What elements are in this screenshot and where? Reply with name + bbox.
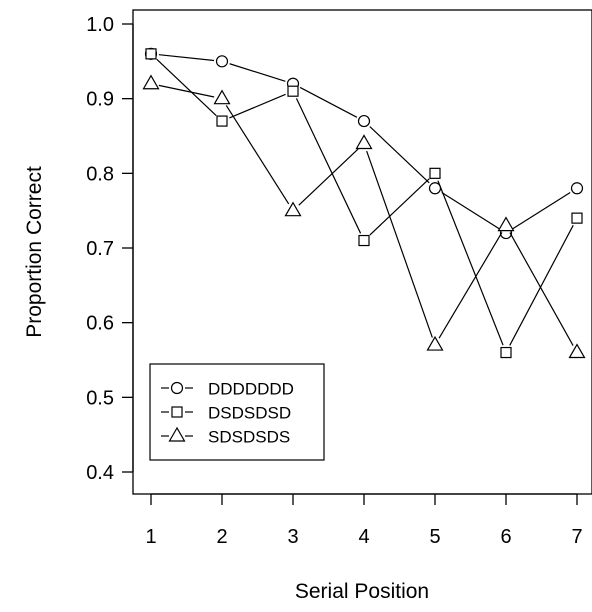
legend-marker	[168, 426, 186, 442]
y-tick-label: 0.7	[86, 238, 114, 260]
series-line-segment	[298, 148, 359, 206]
y-tick-label: 0.4	[86, 462, 114, 484]
data-point	[284, 201, 302, 217]
series-line-segment	[229, 93, 286, 119]
data-point	[216, 115, 228, 127]
legend: DDDDDDD DSDSDSD SDSDSDS	[149, 363, 325, 461]
x-tick-label: 4	[358, 526, 369, 548]
series-line-segment	[509, 232, 574, 346]
series-line-segment	[369, 178, 430, 236]
series-line-segment	[509, 224, 574, 346]
series-line-segment	[295, 98, 362, 234]
series-line-segment	[158, 84, 215, 98]
data-point	[213, 89, 231, 105]
x-tick-label: 2	[216, 526, 227, 548]
x-tick-label: 3	[287, 526, 298, 548]
legend-item-ddddddd: DDDDDDD	[161, 380, 294, 399]
series-layer	[142, 47, 586, 359]
x-tick-label: 5	[429, 526, 440, 548]
legend-item-dsdsdsd: DSDSDSD	[161, 404, 291, 423]
series-line-segment	[441, 192, 500, 230]
data-point	[142, 74, 160, 90]
x-axis-title: Serial Position	[295, 580, 429, 603]
y-tick-label: 0.6	[86, 313, 114, 335]
y-tick-label: 0.5	[86, 387, 114, 409]
series-line-segment	[225, 105, 290, 205]
series-line-segment	[366, 150, 433, 338]
data-point	[357, 114, 371, 128]
x-tick-label: 6	[500, 526, 511, 548]
legend-marker	[170, 381, 184, 395]
data-point	[570, 182, 584, 195]
legend-item-sdsdsds: SDSDSDS	[161, 426, 290, 447]
series-line-segment	[158, 54, 215, 62]
legend-label: SDSDSDS	[208, 428, 290, 447]
data-point	[215, 55, 229, 68]
x-tick-label: 1	[145, 526, 156, 548]
series-line-segment	[229, 63, 286, 82]
data-point	[355, 134, 373, 150]
legend-marker	[171, 406, 183, 418]
series-line-segment	[156, 58, 217, 117]
data-point	[358, 234, 370, 247]
series-line-segment	[437, 180, 504, 346]
legend-label: DSDSDSD	[208, 404, 291, 423]
y-tick-label: 1.0	[86, 14, 114, 36]
y-tick-label: 0.9	[86, 89, 114, 111]
series-line-segment	[512, 192, 571, 230]
series-dsdsdsd	[145, 48, 583, 359]
data-point	[568, 343, 586, 359]
legend-label: DDDDDDD	[208, 380, 294, 399]
axes: 0.4 0.5 0.6 0.7 0.8 0.9 1.0 1 2 3 4 5 6 7	[86, 14, 582, 548]
data-point	[145, 48, 157, 60]
series-line-segment	[369, 126, 430, 184]
data-point	[426, 335, 444, 351]
data-point	[571, 212, 583, 224]
data-point	[287, 85, 299, 97]
data-point	[429, 167, 441, 179]
series-line-segment	[438, 232, 503, 339]
x-tick-label: 7	[571, 526, 582, 548]
y-axis-title: Proportion Correct	[23, 166, 46, 338]
series-line-segment	[299, 86, 358, 118]
y-tick-label: 0.8	[86, 163, 114, 185]
series-sdsdsds	[142, 74, 586, 359]
data-point	[497, 216, 515, 232]
data-point	[500, 346, 512, 359]
